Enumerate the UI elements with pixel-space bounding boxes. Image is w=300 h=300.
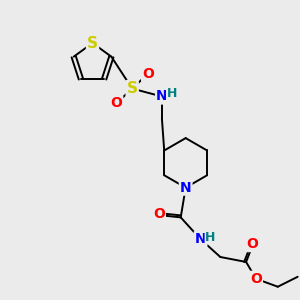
Text: H: H [205,231,216,244]
Text: O: O [153,207,165,221]
Text: H: H [167,87,177,100]
Text: S: S [87,35,98,50]
Text: N: N [195,232,206,246]
Text: O: O [142,67,154,81]
Text: N: N [180,181,191,195]
Text: S: S [127,81,138,96]
Text: O: O [250,272,262,286]
Text: O: O [110,96,122,110]
Text: O: O [246,237,258,251]
Text: N: N [156,89,168,103]
